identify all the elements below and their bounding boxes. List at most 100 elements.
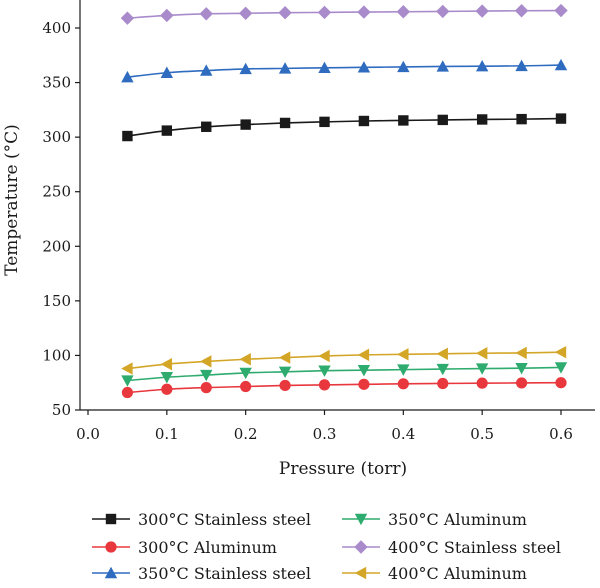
data-point xyxy=(358,115,370,127)
data-point xyxy=(516,113,527,125)
data-point xyxy=(554,345,567,359)
y-tick-label: 100 xyxy=(42,346,71,364)
legend-item: 400°C Stainless steel xyxy=(342,538,561,557)
x-tick-label: 0.5 xyxy=(470,425,494,443)
data-point xyxy=(318,379,331,391)
series-layer xyxy=(120,3,568,399)
series-line xyxy=(127,366,562,382)
series-line xyxy=(127,117,562,137)
data-point xyxy=(279,379,291,392)
data-point xyxy=(278,351,291,364)
data-point xyxy=(318,365,331,377)
data-point xyxy=(239,367,252,380)
data-point xyxy=(554,58,568,71)
data-point xyxy=(317,5,332,20)
data-point xyxy=(476,377,488,389)
legend-marker xyxy=(104,566,118,579)
series-6 xyxy=(121,345,567,375)
data-point xyxy=(279,117,291,129)
data-point xyxy=(515,59,528,72)
data-point xyxy=(161,383,173,395)
y-tick-label: 400 xyxy=(42,19,71,37)
legend-marker xyxy=(105,541,117,553)
data-point xyxy=(397,60,410,73)
data-point xyxy=(318,349,330,363)
legend-item: 300°C Stainless steel xyxy=(92,510,311,529)
data-point xyxy=(475,60,489,72)
data-point xyxy=(357,5,371,19)
data-point xyxy=(121,386,134,399)
legend-label: 350°C Aluminum xyxy=(388,510,527,529)
x-tick-label: 0.6 xyxy=(549,425,573,443)
data-point xyxy=(397,364,410,376)
data-point xyxy=(240,119,251,130)
data-point xyxy=(398,115,409,126)
data-point xyxy=(476,114,488,125)
data-point xyxy=(397,378,409,390)
data-point xyxy=(397,348,409,361)
data-point xyxy=(436,347,448,360)
data-point xyxy=(357,348,370,362)
x-tick-label: 0.1 xyxy=(155,425,179,443)
data-point xyxy=(318,61,331,74)
data-point xyxy=(160,372,174,384)
data-point xyxy=(201,121,212,132)
series-1 xyxy=(122,113,567,142)
data-point xyxy=(475,4,489,18)
series-line xyxy=(127,351,562,370)
y-ticks: 50 100 150 200 250 300 350 400 xyxy=(42,19,80,419)
y-tick-label: 350 xyxy=(42,74,71,92)
series-3 xyxy=(121,58,568,83)
data-point xyxy=(161,125,173,136)
data-point xyxy=(120,11,135,25)
x-ticks: 0.0 0.1 0.2 0.3 0.4 0.5 0.6 xyxy=(76,410,573,443)
legend-item: 300°C Aluminum xyxy=(92,538,277,557)
x-tick-label: 0.2 xyxy=(234,425,258,443)
legend-marker xyxy=(354,540,368,554)
x-tick-label: 0.4 xyxy=(391,425,415,443)
data-point xyxy=(357,61,371,73)
data-point xyxy=(121,70,134,83)
data-point xyxy=(200,369,213,382)
data-point xyxy=(278,6,292,20)
y-tick-label: 50 xyxy=(52,401,71,419)
legend-marker xyxy=(105,513,117,525)
data-point xyxy=(555,377,567,389)
series-5 xyxy=(120,3,568,25)
data-point xyxy=(160,8,174,23)
data-point xyxy=(160,66,174,78)
data-point xyxy=(240,380,252,393)
data-point xyxy=(437,377,449,390)
series-line xyxy=(127,64,562,78)
x-axis-label: Pressure (torr) xyxy=(279,459,407,479)
data-point xyxy=(554,3,568,18)
data-point xyxy=(239,353,251,366)
x-tick-label: 0.0 xyxy=(76,425,100,443)
legend-label: 350°C Stainless steel xyxy=(138,564,311,583)
data-point xyxy=(278,366,292,378)
series-4 xyxy=(121,362,568,387)
y-tick-label: 300 xyxy=(42,128,71,146)
x-tick-label: 0.3 xyxy=(313,425,337,443)
data-point xyxy=(436,4,450,19)
data-point xyxy=(475,347,488,360)
data-point xyxy=(199,7,213,21)
data-point xyxy=(437,114,448,126)
legend-item: 350°C Stainless steel xyxy=(92,564,311,583)
legend-label: 400°C Aluminum xyxy=(388,564,527,583)
data-point xyxy=(238,6,253,20)
data-point xyxy=(121,362,133,375)
data-point xyxy=(278,62,292,74)
data-point xyxy=(515,362,528,375)
series-2 xyxy=(121,377,567,399)
data-point xyxy=(515,377,528,389)
data-point xyxy=(121,375,134,387)
data-point xyxy=(200,64,213,76)
data-point xyxy=(514,4,529,18)
legend-marker xyxy=(354,513,368,526)
series-line xyxy=(127,9,562,19)
legend: 300°C Stainless steel 300°C Aluminum 350°C… xyxy=(92,510,561,583)
legend-label: 300°C Stainless steel xyxy=(138,510,311,529)
data-point xyxy=(475,363,489,375)
